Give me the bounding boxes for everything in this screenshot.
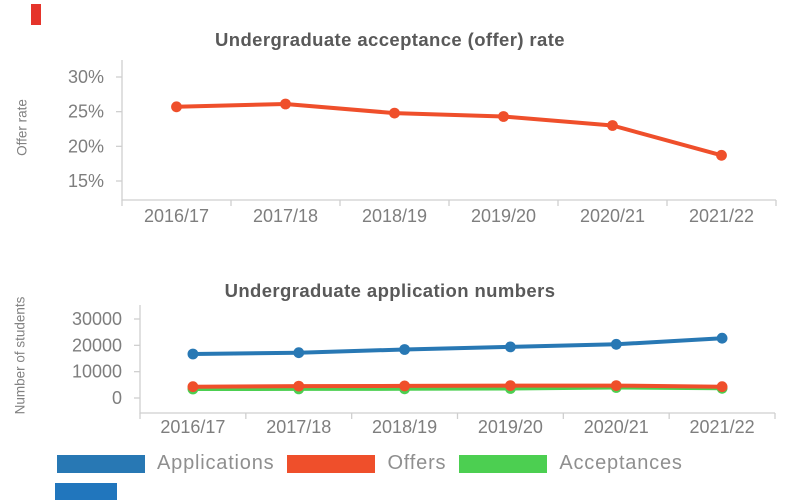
y-tick-label: 0 bbox=[112, 388, 122, 408]
data-point bbox=[389, 107, 400, 119]
application-numbers-chart: 30000 20000 10000 0 2016/17 2017/18 2018/19 201… bbox=[72, 305, 776, 437]
legend-label-offers: Offers bbox=[387, 452, 447, 474]
x-tick-label: 2020/21 bbox=[580, 206, 645, 226]
data-point bbox=[187, 381, 199, 393]
series-line-applications bbox=[190, 336, 725, 356]
y-tick-label: 30% bbox=[68, 67, 104, 87]
data-point bbox=[171, 101, 182, 113]
data-point bbox=[280, 98, 291, 110]
data-point bbox=[716, 332, 728, 344]
x-tick-label: 2018/19 bbox=[372, 417, 437, 437]
y-tick-label: 20% bbox=[68, 136, 104, 156]
data-point bbox=[399, 380, 410, 392]
red-marker-bar bbox=[31, 4, 41, 25]
series-line-offers bbox=[190, 383, 725, 389]
axis-lines bbox=[121, 60, 776, 201]
y-tick-label: 15% bbox=[68, 171, 104, 191]
x-tick-label: 2019/20 bbox=[471, 206, 536, 226]
data-point bbox=[498, 111, 509, 122]
x-tick-label: 2019/20 bbox=[478, 417, 543, 437]
x-tick-label: 2021/22 bbox=[689, 206, 754, 226]
data-point bbox=[293, 347, 305, 359]
legend-swatch-offers bbox=[287, 454, 376, 473]
data-point bbox=[399, 344, 410, 355]
offer-rate-chart-title: Undergraduate acceptance (offer) rate bbox=[215, 29, 565, 50]
y-tick-label: 20000 bbox=[72, 335, 122, 355]
chart-legend: Applications Offers Acceptances bbox=[57, 452, 696, 475]
data-point bbox=[505, 380, 516, 391]
y-tick-label: 25% bbox=[68, 102, 104, 122]
series-line-offer-rate bbox=[174, 102, 724, 158]
legend-item-offers: Offers bbox=[287, 452, 446, 475]
data-point bbox=[716, 381, 728, 393]
y-tick-label: 10000 bbox=[72, 362, 122, 382]
x-tick-label: 2016/17 bbox=[160, 417, 225, 437]
data-point bbox=[610, 338, 622, 350]
legend-item-acceptances: Acceptances bbox=[459, 452, 682, 475]
data-point bbox=[187, 348, 199, 360]
legend-swatch-acceptances bbox=[459, 454, 548, 473]
legend-label-applications: Applications bbox=[157, 452, 275, 474]
x-tick-label: 2018/19 bbox=[362, 206, 427, 226]
data-point bbox=[505, 341, 516, 353]
x-tick-label: 2021/22 bbox=[690, 417, 755, 437]
offer-rate-chart: 30% 25% 20% 15% 2016/17 2017/18 2018/19 2019/20… bbox=[68, 60, 777, 226]
data-point bbox=[610, 380, 622, 391]
data-point bbox=[607, 120, 618, 131]
legend-swatch-applications bbox=[57, 454, 145, 473]
axis-lines bbox=[139, 305, 775, 414]
data-point bbox=[293, 380, 305, 392]
x-tick-label: 2017/18 bbox=[253, 206, 318, 226]
x-tick-label: 2016/17 bbox=[144, 206, 209, 226]
legend-item-applications: Applications bbox=[57, 452, 274, 475]
data-point bbox=[716, 149, 727, 161]
legend-label-acceptances: Acceptances bbox=[559, 452, 683, 474]
y-tick-label: 30000 bbox=[72, 309, 122, 329]
application-numbers-chart-title: Undergraduate application numbers bbox=[224, 280, 556, 301]
x-tick-label: 2020/21 bbox=[584, 417, 649, 437]
x-tick-label: 2017/18 bbox=[266, 417, 331, 437]
bottom-blue-bar bbox=[55, 483, 117, 500]
